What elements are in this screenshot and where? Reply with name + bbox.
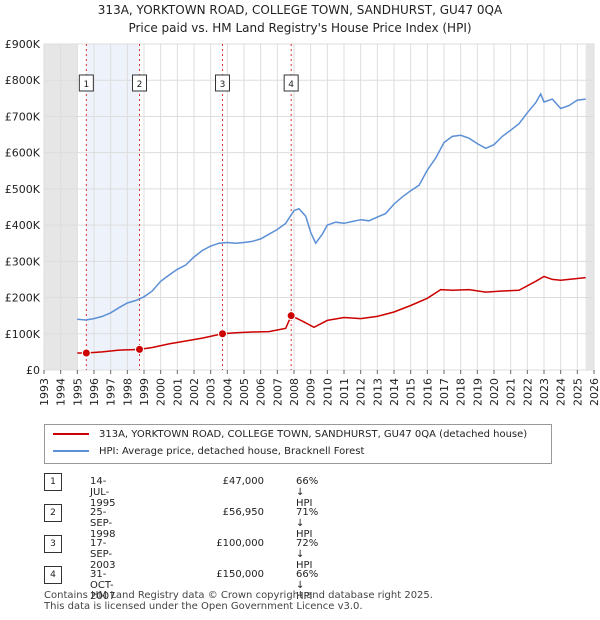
- sale-number-badge: 1: [44, 473, 62, 491]
- sale-point: [81, 348, 91, 358]
- sale-hpi-diff: 66% ↓ HPI: [296, 569, 319, 602]
- x-tick-label: 2013: [371, 378, 384, 406]
- x-tick-label: 2011: [338, 378, 351, 406]
- footer-notice: Contains HM Land Registry data © Crown c…: [44, 590, 433, 612]
- x-tick-label: 2000: [155, 378, 168, 406]
- x-tick-label: 2003: [205, 378, 218, 406]
- x-tick-label: 2005: [238, 378, 251, 406]
- sale-hpi-diff: 72% ↓ HPI: [296, 538, 319, 571]
- sale-hpi-diff: 71% ↓ HPI: [296, 507, 319, 540]
- y-tick-label: £700K: [5, 110, 41, 123]
- x-tick-label: 2001: [171, 378, 184, 406]
- x-tick-label: 1997: [105, 378, 118, 406]
- y-tick-label: £900K: [5, 38, 41, 51]
- legend-swatch-hpi: [53, 450, 89, 452]
- sale-label-box: [78, 74, 94, 92]
- chart-subtitle: Price paid vs. HM Land Registry's House …: [128, 21, 472, 35]
- legend-label-property: 313A, YORKTOWN ROAD, COLLEGE TOWN, SANDH…: [99, 429, 528, 440]
- sale-label-box: [132, 74, 147, 92]
- x-tick-label: 2024: [555, 378, 568, 406]
- footer-line-2: This data is licensed under the Open Gov…: [44, 601, 363, 612]
- sale-point: [286, 311, 296, 321]
- x-tick-label: 2020: [488, 378, 501, 406]
- y-tick-label: £300K: [5, 255, 41, 268]
- x-tick-label: 2019: [471, 378, 484, 406]
- sale-label-text: 1: [83, 80, 89, 90]
- y-tick-label: £200K: [5, 292, 41, 305]
- legend-swatch-property: [53, 433, 89, 435]
- y-tick-label: £100K: [5, 328, 41, 341]
- x-tick-label: 2014: [388, 378, 401, 406]
- x-tick-label: 2002: [188, 378, 201, 406]
- sale-point: [218, 329, 227, 339]
- sale-price: £100,000: [216, 538, 264, 549]
- x-tick-label: 2025: [571, 378, 584, 406]
- x-tick-label: 2006: [255, 378, 268, 406]
- series-line-hpi: [77, 92, 586, 321]
- sale-price: £56,950: [222, 507, 264, 518]
- x-tick-label: 2012: [355, 378, 368, 406]
- x-tick-label: 2021: [505, 378, 518, 406]
- x-tick-label: 1999: [138, 378, 151, 406]
- x-tick-label: 1996: [88, 378, 101, 406]
- legend-label-hpi: HPI: Average price, detached house, Brac…: [99, 446, 365, 457]
- sale-price: £47,000: [222, 476, 264, 487]
- x-tick-label: 2007: [271, 378, 284, 406]
- x-tick-label: 1994: [55, 378, 68, 406]
- y-tick-label: £500K: [5, 183, 41, 196]
- sale-label-box: [215, 74, 230, 92]
- sale-number-badge: 3: [44, 535, 62, 553]
- sale-hpi-diff: 66% ↓ HPI: [296, 476, 319, 509]
- x-tick-label: 2026: [588, 378, 600, 406]
- x-tick-label: 2016: [421, 378, 434, 406]
- legend-item-property: 313A, YORKTOWN ROAD, COLLEGE TOWN, SANDH…: [53, 427, 527, 443]
- series-line-property: [77, 275, 586, 354]
- sale-point: [135, 344, 144, 354]
- y-tick-label: £0: [26, 364, 40, 377]
- x-tick-label: 2010: [321, 378, 334, 406]
- sale-band: [86, 44, 140, 370]
- x-tick-label: 2008: [288, 378, 301, 406]
- sale-number-badge: 2: [44, 504, 62, 522]
- x-tick-label: 2023: [538, 378, 551, 406]
- y-tick-label: £800K: [5, 74, 41, 87]
- x-tick-label: 2015: [405, 378, 418, 406]
- x-tick-label: 1998: [121, 378, 134, 406]
- no-data-region-end: [585, 44, 594, 370]
- x-tick-label: 2004: [221, 378, 234, 406]
- y-tick-label: £600K: [5, 147, 41, 160]
- sale-date: 14-JUL-1995: [90, 476, 116, 509]
- x-tick-label: 2022: [521, 378, 534, 406]
- price-chart: 1 2 3 4 £0 £100K £200K £300K £400K £500K £600K £70…: [5, 38, 600, 406]
- x-tick-label: 2018: [455, 378, 468, 406]
- sale-label-text: 3: [220, 80, 226, 90]
- legend-item-hpi: HPI: Average price, detached house, Brac…: [53, 444, 364, 460]
- sale-label-text: 2: [137, 80, 143, 90]
- chart-legend: 313A, YORKTOWN ROAD, COLLEGE TOWN, SANDH…: [44, 424, 552, 464]
- x-tick-label: 1995: [71, 378, 84, 406]
- sale-price: £150,000: [216, 569, 264, 580]
- footer-line-1: Contains HM Land Registry data © Crown c…: [44, 590, 433, 601]
- chart-title: 313A, YORKTOWN ROAD, COLLEGE TOWN, SANDH…: [97, 3, 503, 17]
- sale-date: 17-SEP-2003: [90, 538, 116, 571]
- sale-number-badge: 4: [44, 566, 62, 584]
- sale-date: 25-SEP-1998: [90, 507, 116, 540]
- x-tick-label: 2017: [438, 378, 451, 406]
- y-tick-label: £400K: [5, 219, 41, 232]
- x-tick-label: 2009: [305, 378, 318, 406]
- x-tick-label: 1993: [38, 378, 51, 406]
- sale-label-text: 4: [288, 80, 294, 90]
- sale-date: 31-OCT-2007: [90, 569, 116, 602]
- sale-label-box: [283, 74, 299, 92]
